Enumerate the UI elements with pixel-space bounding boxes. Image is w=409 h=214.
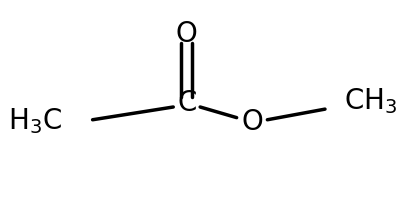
Text: C: C	[177, 89, 196, 117]
Text: O: O	[176, 20, 198, 48]
Text: O: O	[241, 108, 263, 136]
Text: CH$_3$: CH$_3$	[344, 86, 398, 116]
Text: H$_3$C: H$_3$C	[8, 106, 62, 136]
